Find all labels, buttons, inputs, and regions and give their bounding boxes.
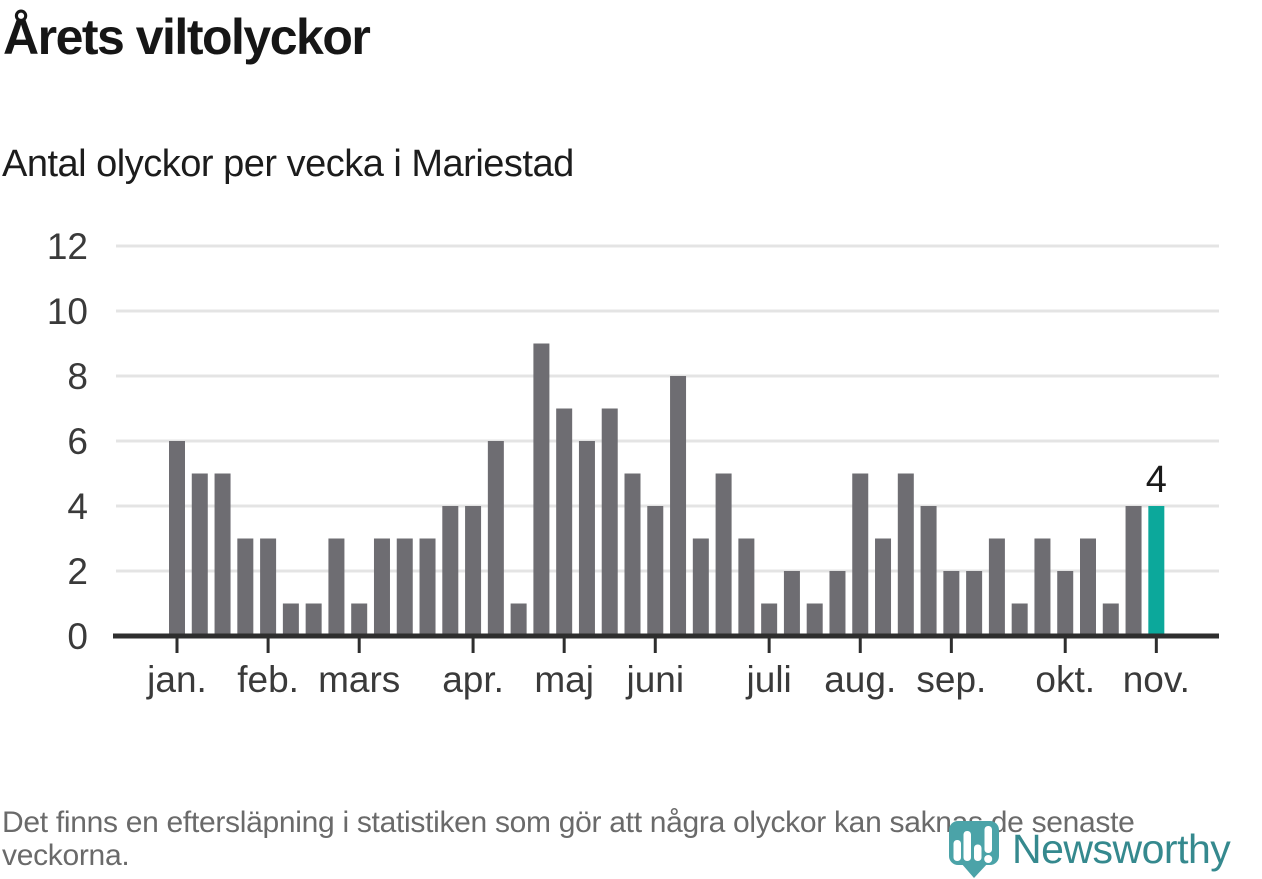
bar (943, 571, 960, 636)
x-axis-month-label: nov. (1123, 659, 1190, 700)
bar (715, 473, 732, 636)
y-axis-tick-label: 0 (67, 616, 88, 657)
bar (1011, 603, 1028, 636)
y-axis-tick-label: 2 (67, 551, 88, 592)
bar (920, 506, 937, 636)
bar (738, 538, 755, 636)
bar (897, 473, 914, 636)
bar (1102, 603, 1119, 636)
bar (351, 603, 368, 636)
bar (305, 603, 322, 636)
bar (692, 538, 709, 636)
chart-area: 0 2 4 6 8 10 12 jan. feb. mars apr. maj juni juli aug.… (0, 210, 1262, 710)
highlight-bar (1148, 506, 1165, 636)
bar (829, 571, 846, 636)
x-axis-month-label: aug. (824, 659, 896, 700)
bar (373, 538, 390, 636)
newsworthy-wordmark: Newsworthy (1012, 825, 1231, 872)
y-axis-tick-label: 6 (67, 421, 88, 462)
bar (806, 603, 823, 636)
page-title: Årets viltolyckor (3, 9, 371, 65)
y-axis-tick-label: 10 (47, 291, 88, 332)
bar (214, 473, 231, 636)
bar (328, 538, 345, 636)
y-axis-tick-label: 4 (67, 486, 88, 527)
bar (966, 571, 983, 636)
x-axis-month-label: juni (625, 659, 684, 700)
bar (647, 506, 664, 636)
x-axis-month-label: maj (534, 659, 594, 700)
bar (487, 441, 504, 636)
bar (169, 441, 185, 636)
bar (624, 473, 641, 636)
bar (442, 506, 459, 636)
bar (1057, 571, 1074, 636)
bar (191, 473, 208, 636)
bar (783, 571, 800, 636)
chart-subtitle: Antal olyckor per vecka i Mariestad (2, 143, 574, 185)
x-axis-month-label: feb. (237, 659, 299, 700)
bar (1080, 538, 1096, 636)
x-axis-month-label: sep. (916, 659, 986, 700)
bar (1125, 506, 1142, 636)
bar (260, 538, 277, 636)
x-axis-month-label: apr. (442, 659, 504, 700)
bar (875, 538, 892, 636)
bar (237, 538, 254, 636)
bar (578, 441, 595, 636)
accidents-bar-chart: 0 2 4 6 8 10 12 jan. feb. mars apr. maj juni juli aug.… (47, 226, 1219, 700)
bar (419, 538, 436, 636)
bar (852, 473, 869, 636)
bar (282, 603, 299, 636)
y-axis-tick-label: 12 (47, 226, 88, 267)
bar (465, 506, 482, 636)
bar (510, 603, 527, 636)
bar (670, 376, 687, 636)
bar (556, 408, 573, 636)
newsworthy-icon (949, 821, 999, 878)
newsworthy-logo: Newsworthy (948, 819, 1231, 879)
x-axis-month-label: jan. (146, 659, 207, 700)
x-axis-month-label: juli (746, 659, 792, 700)
bar (988, 538, 1005, 636)
highlight-value-label: 4 (1146, 459, 1167, 501)
bar (1034, 538, 1051, 636)
bar (533, 343, 550, 636)
x-axis-month-label: okt. (1035, 659, 1095, 700)
bar (601, 408, 618, 636)
footnote: Det finns en eftersläpning i statistiken… (2, 806, 1135, 872)
y-axis-tick-label: 8 (67, 356, 88, 397)
bar (396, 538, 413, 636)
x-axis-month-label: mars (318, 659, 400, 700)
bar (761, 603, 778, 636)
